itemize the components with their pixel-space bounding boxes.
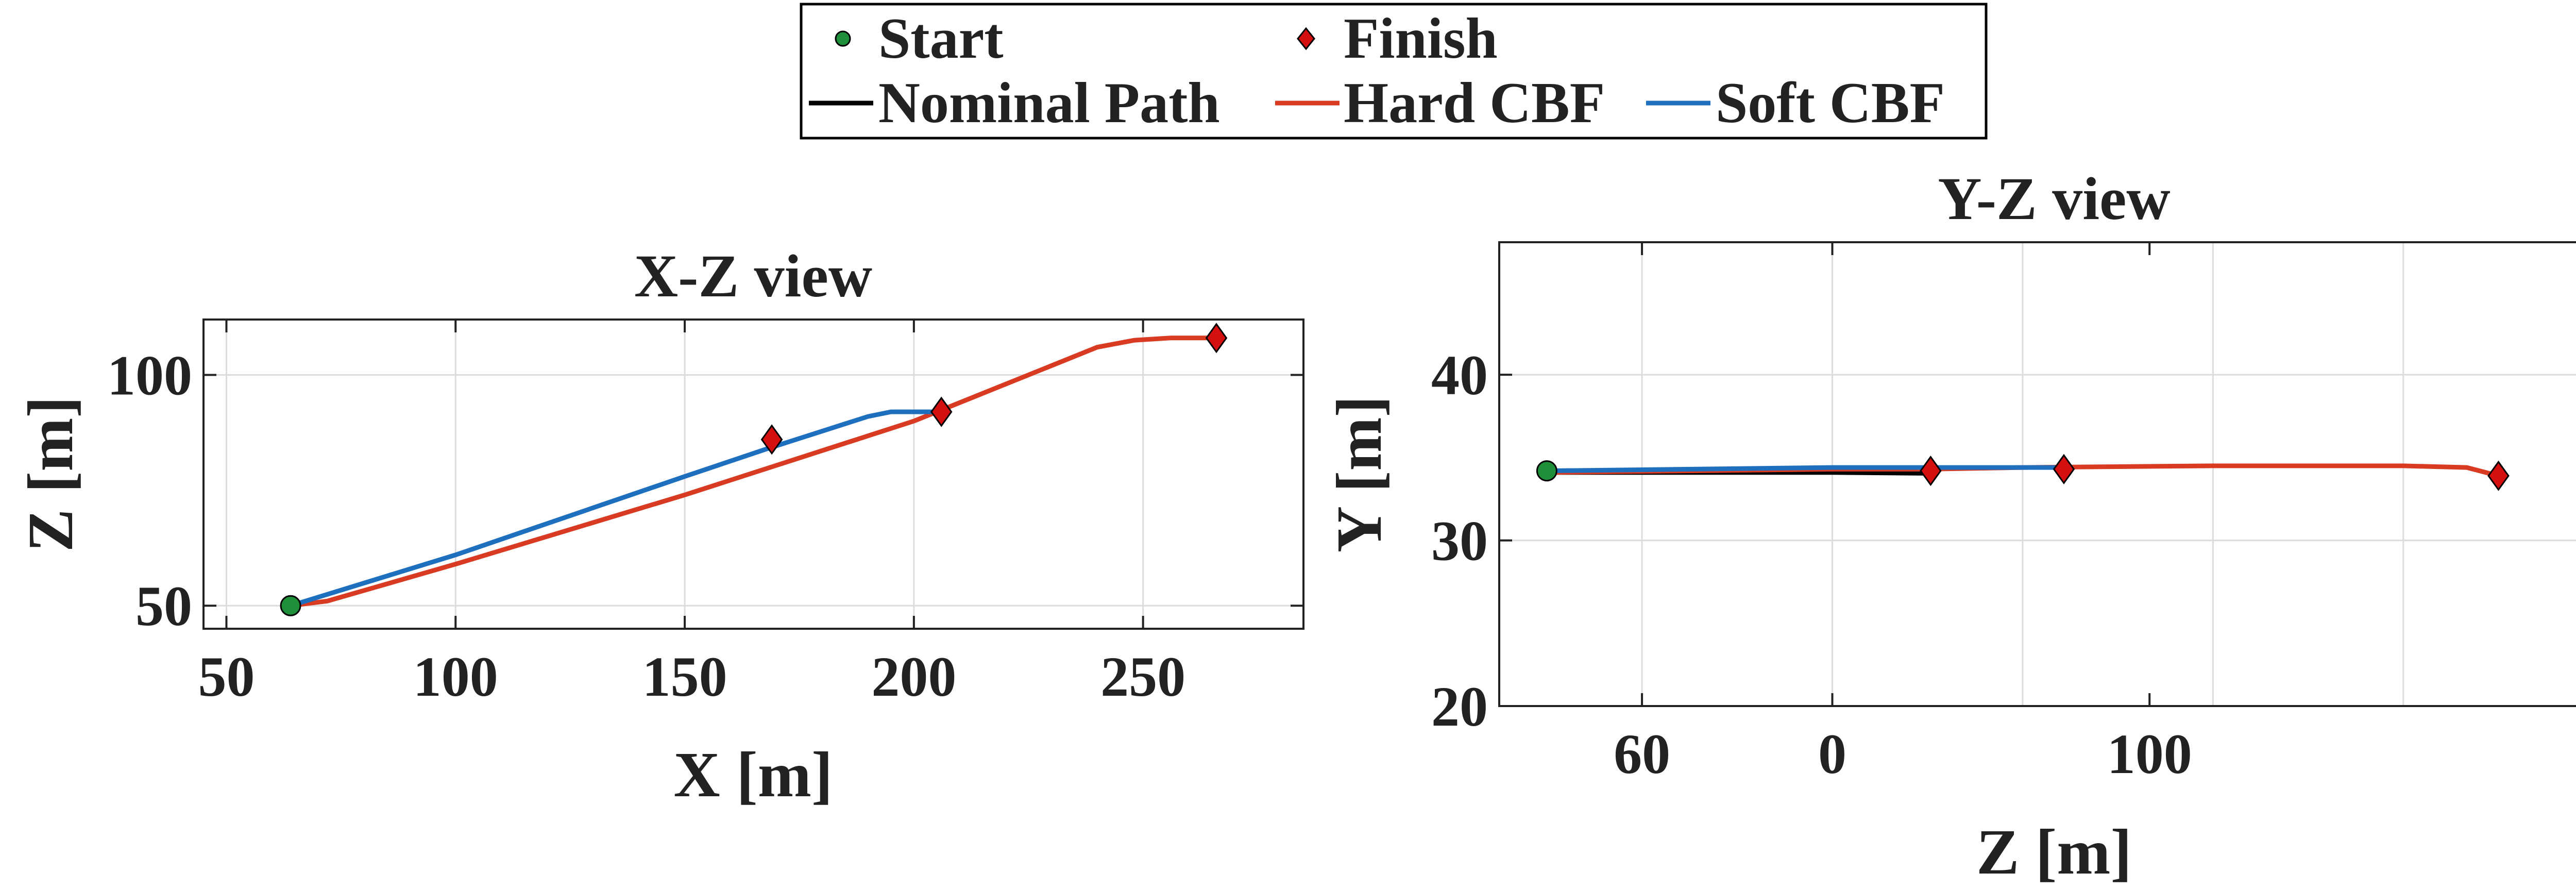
series-line-soft-cbf <box>288 409 944 608</box>
yz-ylabel: Y [m] <box>1324 396 1395 552</box>
x-tick-label: 200 <box>871 645 956 708</box>
finish-marker <box>760 424 783 455</box>
legend-soft-label: Soft CBF <box>1716 71 1945 135</box>
xz-title: X-Z view <box>634 242 872 310</box>
yz-axes-frame <box>1498 241 2576 707</box>
legend-hard-label: Hard CBF <box>1344 71 1605 135</box>
xz-series <box>288 336 1219 608</box>
y-tick-label: 30 <box>1431 510 1488 573</box>
y-tick-label: 100 <box>107 344 192 407</box>
x-tick-label: 60 <box>1614 723 1670 785</box>
yz-plot: 60 0 100 20 30 40 Y-Z view Z [m] Y [m] <box>1324 165 2576 888</box>
finish-marker <box>1920 456 1942 487</box>
xz-ticks: 50 100 150 200 250 50 100 <box>107 320 1303 708</box>
x-tick-label: 150 <box>642 645 727 708</box>
legend-finish-label: Finish <box>1344 7 1498 71</box>
xz-xlabel: X [m] <box>674 740 833 811</box>
xz-ylabel: Z [m] <box>15 396 87 552</box>
finish-marker <box>2053 454 2075 484</box>
x-tick-label: 250 <box>1100 645 1185 708</box>
xz-plot: 50 100 150 200 250 50 100 X-Z view X [m] Z [m] <box>15 242 1304 811</box>
x-tick-label: 100 <box>413 645 498 708</box>
yz-ticks: 60 0 100 20 30 40 <box>1431 242 2192 785</box>
legend-start-marker <box>835 30 851 47</box>
xz-axes-frame <box>202 318 1304 630</box>
start-marker <box>1536 460 1557 482</box>
xz-markers <box>280 323 1228 616</box>
legend-start-label: Start <box>878 7 1004 71</box>
x-tick-label: 0 <box>1818 723 1846 785</box>
y-tick-label: 40 <box>1431 344 1488 407</box>
finish-marker <box>1205 323 1228 354</box>
legend-nominal-label: Nominal Path <box>878 71 1220 135</box>
finish-marker <box>2487 460 2510 491</box>
start-marker <box>280 595 301 616</box>
yz-markers <box>1536 454 2510 491</box>
x-tick-label: 100 <box>2107 723 2192 785</box>
finish-marker <box>930 396 953 427</box>
y-tick-label: 50 <box>135 575 192 638</box>
yz-xlabel: Z [m] <box>1976 817 2132 888</box>
yz-title: Y-Z view <box>1938 165 2170 232</box>
x-tick-label: 50 <box>198 645 255 708</box>
y-tick-label: 20 <box>1431 675 1488 738</box>
legend: Start Finish Nominal Path Hard CBF Soft … <box>800 3 1988 140</box>
legend-box <box>800 3 1988 140</box>
legend-finish-marker <box>1297 27 1315 51</box>
series-line-hard-cbf <box>288 336 1219 608</box>
